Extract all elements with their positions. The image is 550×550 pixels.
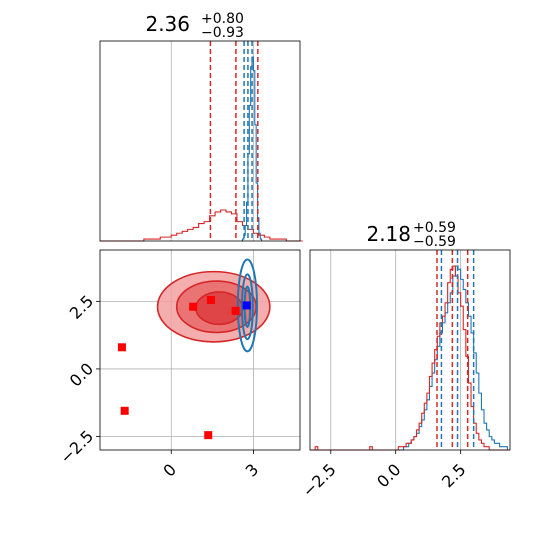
red-marker <box>117 343 126 352</box>
x-tick-label: 0.0 <box>373 460 404 491</box>
red-marker <box>206 296 215 304</box>
red-marker <box>204 431 213 440</box>
joint-density-panel: 0 3 −2.5 0.0 2.5 <box>56 249 301 481</box>
panel-frame <box>99 40 301 242</box>
param1-title: 2.36 <box>145 12 190 36</box>
blue-histogram <box>310 265 510 451</box>
y-tick-label: −2.5 <box>56 427 97 468</box>
panel-frame <box>99 249 301 451</box>
blue-contour <box>236 258 258 353</box>
red-marker <box>120 406 129 415</box>
x-tick-label: 0 <box>159 460 180 481</box>
y-tick-label: 0.0 <box>66 359 97 390</box>
panel-frame <box>309 249 511 451</box>
x-tick-label: −2.5 <box>299 460 340 501</box>
y-tick-label: 2.5 <box>66 291 97 322</box>
param1-title-minus: −0.93 <box>201 25 244 41</box>
red-marker <box>189 302 198 311</box>
blue-marker <box>242 301 251 310</box>
marginal-hist-param2: −2.5 0.0 2.5 <box>299 249 511 501</box>
red-marker <box>231 306 240 315</box>
param2-title-minus: −0.59 <box>413 234 456 250</box>
red-histogram <box>100 209 303 242</box>
param2-title: 2.18 <box>366 222 411 246</box>
x-tick-label: 3 <box>242 460 263 481</box>
marginal-hist-param1 <box>99 40 303 242</box>
blue-contour <box>240 273 254 341</box>
x-tick-label: 2.5 <box>438 460 469 491</box>
param2-title-plus: +0.59 <box>413 220 456 236</box>
red-histogram <box>310 265 510 451</box>
param1-title-plus: +0.80 <box>201 11 244 27</box>
